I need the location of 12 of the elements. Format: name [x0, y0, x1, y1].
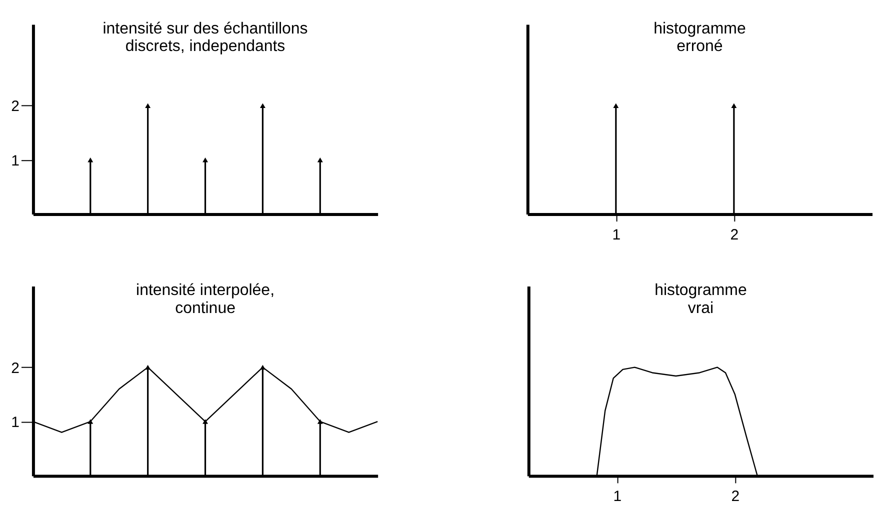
- text: vrai: [688, 300, 714, 317]
- y-tick-label: 1: [11, 414, 20, 432]
- y-tick-label: 1: [11, 152, 20, 170]
- text: continue: [175, 300, 236, 317]
- y-tick-label: 2: [11, 98, 20, 116]
- text: erroné: [676, 38, 723, 56]
- text: histogramme: [654, 20, 746, 38]
- text: intensité sur des échantillons: [102, 20, 308, 38]
- text: histogramme: [654, 282, 747, 299]
- y-tick-label: 2: [11, 360, 20, 377]
- text: discrets, independants: [125, 38, 286, 56]
- text: intensité interpolée,: [136, 282, 275, 299]
